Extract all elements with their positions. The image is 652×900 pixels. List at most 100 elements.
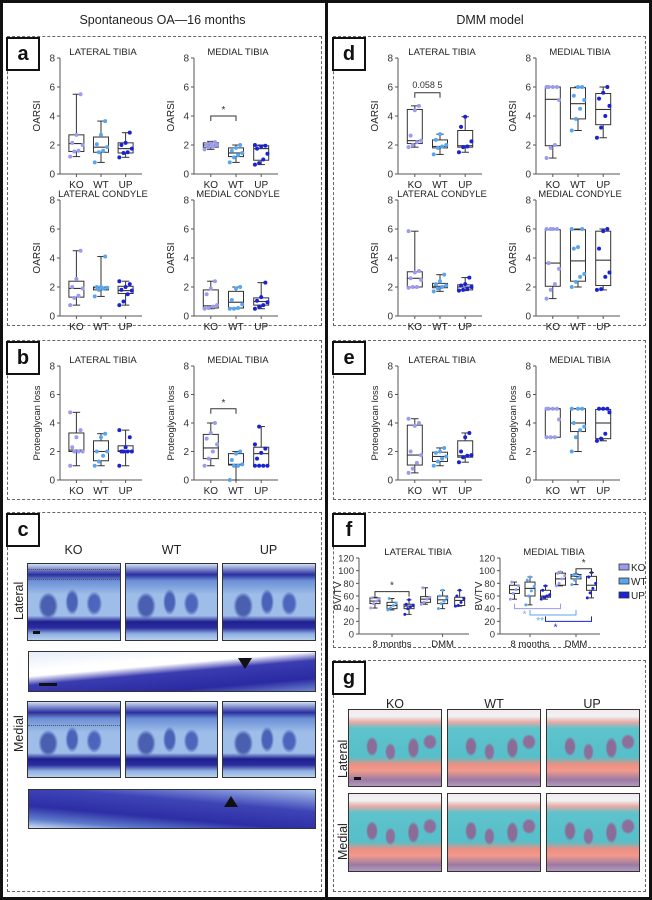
iqr-box: [457, 130, 474, 148]
y-tick-label: 2: [49, 141, 55, 152]
data-point: [92, 463, 97, 468]
box-wt: [431, 272, 449, 294]
data-point: [101, 453, 106, 458]
y-tick-label: 2: [183, 447, 189, 458]
significance-bracket: [575, 568, 592, 574]
data-point: [386, 608, 390, 612]
data-point: [544, 584, 547, 588]
chart-title: MEDIAL TIBIA: [207, 47, 269, 58]
data-point: [544, 85, 549, 89]
data-point: [215, 303, 220, 308]
y-tick-label: 0: [490, 630, 495, 641]
data-point: [544, 406, 549, 411]
data-point: [94, 285, 99, 289]
c-row-label-lateral: Lateral: [12, 581, 26, 620]
y-tick-label: 120: [338, 554, 354, 565]
data-point: [445, 596, 449, 600]
y-tick-label: 8: [525, 54, 531, 65]
data-point: [422, 600, 426, 604]
y-tick-label: 4: [387, 419, 393, 430]
data-point: [236, 153, 241, 158]
data-point: [557, 266, 562, 271]
data-point: [236, 463, 241, 468]
data-point: [554, 584, 558, 588]
data-point: [459, 600, 463, 604]
panel-a: [7, 36, 322, 326]
data-point: [580, 227, 585, 231]
box-wt: [569, 227, 587, 289]
data-point: [578, 428, 583, 433]
y-tick-label: 4: [183, 254, 189, 265]
panel-label-e: e: [332, 341, 366, 375]
data-point: [72, 149, 77, 154]
box-wt: [431, 132, 449, 157]
data-point: [433, 137, 438, 142]
data-point: [548, 227, 553, 231]
y-axis-label: OARSI: [370, 242, 381, 273]
data-point: [125, 449, 130, 454]
box-ko: [68, 248, 85, 308]
box-ko: [202, 279, 220, 311]
y-tick-label: 6: [183, 390, 189, 401]
data-point: [80, 286, 85, 291]
data-point: [607, 270, 612, 275]
panel-b: [7, 340, 322, 500]
data-point: [459, 283, 464, 288]
data-point: [603, 431, 608, 436]
data-point: [461, 455, 466, 460]
data-point: [68, 303, 73, 308]
data-point: [599, 436, 604, 441]
y-tick-label: 4: [387, 254, 393, 265]
chart-title: LATERAL TIBIA: [384, 547, 452, 558]
data-point: [259, 295, 264, 300]
y-tick-label: 4: [525, 419, 531, 430]
significance-label: *: [221, 398, 225, 409]
x-tick-label: WT: [570, 180, 586, 191]
data-point: [539, 597, 543, 601]
panel-label-a: a: [6, 37, 40, 71]
chart-title: LATERAL TIBIA: [408, 355, 476, 366]
chart-title: LATERAL TIBIA: [69, 355, 137, 366]
data-point: [573, 279, 578, 284]
data-point: [532, 585, 536, 588]
y-tick-label: 0: [525, 170, 531, 181]
data-point: [212, 279, 217, 284]
data-point: [597, 96, 602, 101]
x-tick-label: DMM: [565, 639, 588, 650]
box-wt: [570, 572, 582, 587]
data-point: [605, 85, 610, 89]
data-point: [571, 246, 576, 251]
data-point: [265, 300, 270, 305]
chart-title: MEDIAL TIBIA: [549, 47, 611, 58]
data-point: [459, 449, 464, 454]
significance-label: 0.058 5: [412, 80, 442, 90]
data-point: [607, 103, 612, 108]
box-ko: [544, 227, 562, 301]
data-point: [597, 406, 602, 411]
data-point: [240, 150, 245, 155]
data-point: [99, 435, 103, 440]
data-point: [591, 586, 595, 590]
data-point: [438, 449, 442, 454]
data-point: [96, 459, 101, 464]
column-divider: [325, 0, 328, 900]
data-point: [469, 139, 474, 144]
data-point: [234, 145, 238, 150]
box-up: [456, 430, 474, 465]
box-up: [403, 598, 415, 616]
box-up: [117, 428, 134, 468]
y-tick-label: 6: [525, 83, 531, 94]
data-point: [435, 145, 440, 150]
data-point: [80, 143, 85, 147]
data-point: [514, 588, 518, 592]
data-point: [421, 586, 425, 590]
data-point: [252, 143, 257, 147]
x-tick-label: UP: [254, 322, 268, 333]
data-point: [456, 604, 460, 607]
x-tick-label: UP: [596, 322, 610, 333]
data-point: [544, 227, 549, 231]
c-col-label-up: UP: [259, 543, 278, 557]
data-point: [96, 287, 101, 292]
y-tick-label: 20: [343, 617, 354, 628]
